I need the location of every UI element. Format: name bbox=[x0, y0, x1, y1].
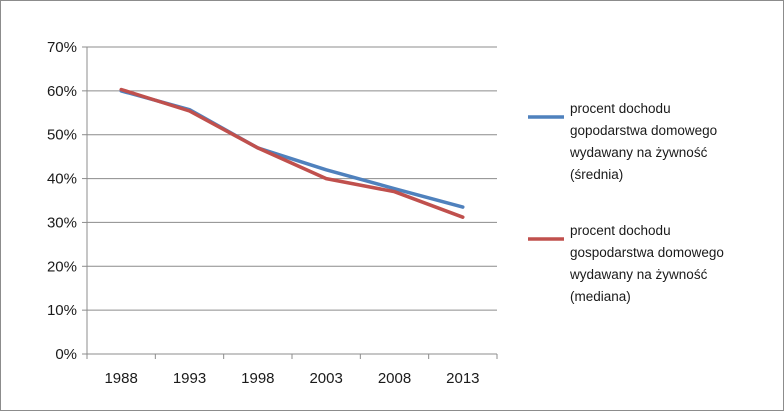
legend-item-2: procent dochodu gospodarstwa domowego wyda… bbox=[528, 223, 724, 304]
x-tick-label: 1993 bbox=[173, 370, 206, 387]
legend-label: wydawany na żywność bbox=[569, 267, 708, 282]
axes bbox=[82, 46, 498, 359]
series-line-2 bbox=[119, 87, 465, 219]
legend-label: (mediana) bbox=[570, 289, 631, 304]
x-tick-label: 1988 bbox=[104, 370, 137, 387]
y-tick-label: 0% bbox=[55, 346, 77, 363]
y-tick-label: 20% bbox=[47, 258, 77, 275]
legend-label: gospodarstwa domowego bbox=[570, 245, 724, 260]
legend: procent dochodu gopodarstwa domowego wydaw… bbox=[528, 101, 724, 304]
x-tick-label: 2008 bbox=[378, 370, 411, 387]
x-tick-label: 2013 bbox=[446, 370, 479, 387]
y-tick-label: 10% bbox=[47, 302, 77, 319]
x-tick-label: 2003 bbox=[309, 370, 342, 387]
y-tick-label: 50% bbox=[47, 127, 77, 144]
legend-label: (średnia) bbox=[570, 167, 623, 182]
legend-label: procent dochodu bbox=[570, 223, 671, 238]
legend-label: wydawany na żywność bbox=[569, 145, 708, 160]
series-lines bbox=[119, 87, 465, 219]
series-line-1 bbox=[119, 89, 465, 209]
y-axis-tick-labels: 0% 10% 20% 30% 40% 50% 60% 70% bbox=[47, 39, 77, 363]
y-tick-label: 70% bbox=[47, 39, 77, 56]
x-tick-label: 1998 bbox=[241, 370, 274, 387]
x-axis-tick-labels: 1988 1993 1998 2003 2008 2013 bbox=[104, 370, 479, 387]
y-tick-label: 30% bbox=[47, 214, 77, 231]
y-tick-label: 40% bbox=[47, 171, 77, 188]
legend-label: gopodarstwa domowego bbox=[570, 123, 717, 138]
y-tick-label: 60% bbox=[47, 83, 77, 100]
legend-label: procent dochodu bbox=[570, 101, 671, 116]
gridlines bbox=[87, 46, 497, 311]
legend-item-1: procent dochodu gopodarstwa domowego wydaw… bbox=[528, 101, 717, 182]
